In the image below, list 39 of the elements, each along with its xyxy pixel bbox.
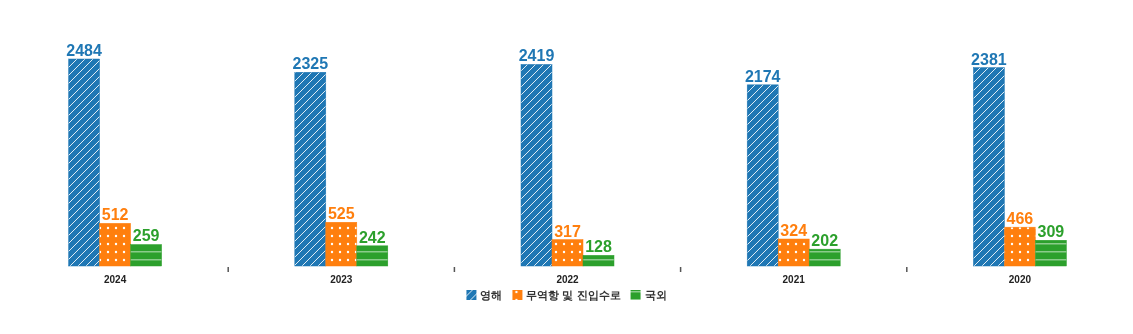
data-label: 2325 [292, 55, 329, 73]
bar [973, 67, 1005, 267]
legend-label: 영해 [480, 289, 503, 301]
data-label: 202 [811, 232, 839, 250]
bar [99, 223, 131, 267]
plot: 2024 2484 512 259 2023 2325 525 242 2022 2419 317 128 2021 2174 324 202 2020 2381 466 309 [66, 42, 1067, 285]
bar [808, 248, 841, 267]
legend-label: 무역항 및 진입수로 [526, 289, 621, 301]
x-tick-label: 2024 [103, 274, 127, 285]
data-label: 242 [358, 228, 386, 246]
bar [356, 245, 389, 267]
data-label: 466 [1006, 210, 1034, 228]
data-label: 317 [554, 222, 581, 240]
x-tick-label: 2023 [330, 274, 353, 285]
bar [777, 238, 810, 267]
data-label: 2381 [971, 50, 1007, 68]
bar [325, 222, 358, 267]
bar [520, 64, 553, 267]
bar [746, 84, 779, 267]
bar [1035, 240, 1067, 267]
data-label: 525 [327, 205, 355, 223]
bar [1004, 226, 1036, 267]
data-label: 2419 [518, 47, 555, 65]
data-label: 259 [132, 227, 160, 245]
data-label: 512 [101, 206, 129, 224]
data-label: 309 [1037, 223, 1065, 241]
x-tick-label: 2022 [556, 274, 580, 285]
data-label: 324 [780, 222, 808, 239]
x-tick-label: 2021 [782, 274, 806, 285]
bar [130, 244, 162, 267]
bar [294, 72, 327, 267]
x-tick-label: 2020 [1008, 274, 1032, 285]
data-label: 2174 [744, 67, 781, 85]
data-label: 2484 [66, 42, 102, 59]
bar [551, 239, 584, 267]
legend-label: 국외 [644, 289, 667, 301]
bar [68, 58, 100, 267]
data-label: 128 [585, 238, 612, 256]
bar [582, 255, 615, 267]
